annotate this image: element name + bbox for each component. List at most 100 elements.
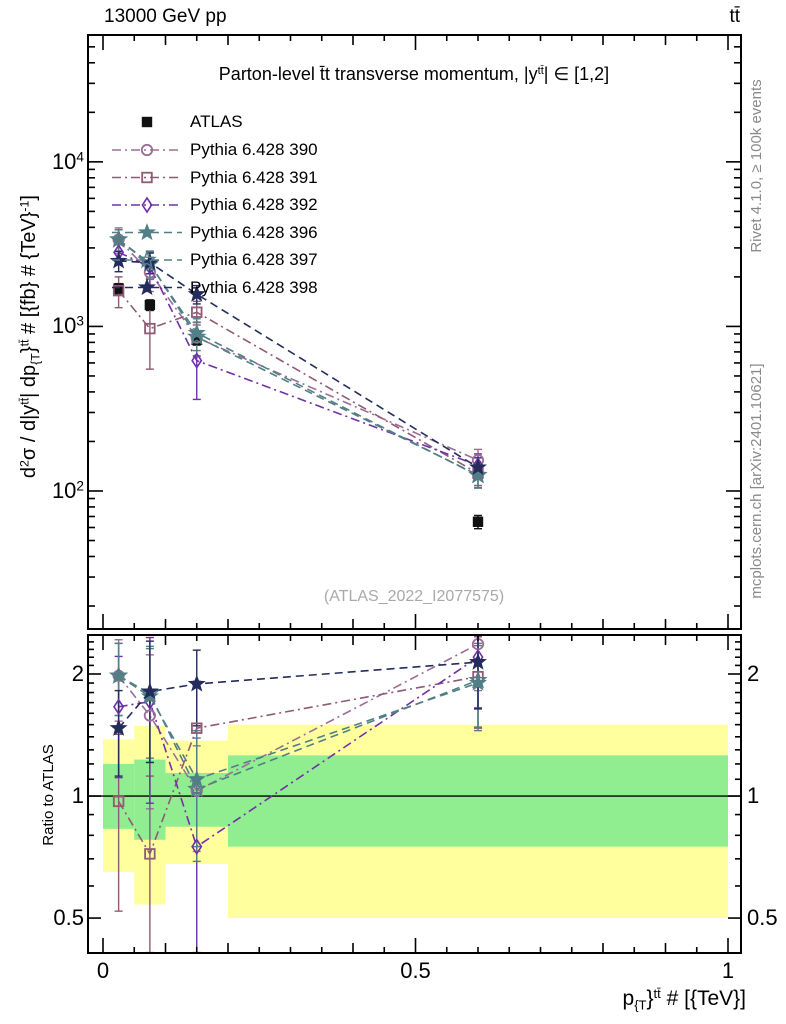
chart-shape bbox=[113, 283, 124, 294]
y-axis-tick-label: 104 bbox=[51, 148, 84, 174]
chart-shape bbox=[118, 661, 479, 729]
ratio-tick-label-right: 2 bbox=[747, 661, 760, 686]
chart-shape bbox=[109, 718, 128, 736]
chart-shape bbox=[140, 687, 159, 705]
chart-shape bbox=[108, 229, 129, 248]
chart-shape bbox=[138, 223, 156, 241]
label-fragment: -1 bbox=[17, 200, 32, 212]
label-fragment: ] bbox=[18, 195, 41, 201]
chart-shape bbox=[187, 778, 207, 798]
legend-item-label: Pythia 6.428 397 bbox=[190, 250, 318, 269]
chart-shape bbox=[141, 171, 153, 184]
chart-shape bbox=[117, 675, 479, 856]
label-fragment: {T bbox=[634, 997, 647, 1013]
chart-shape bbox=[187, 674, 206, 692]
mcplots-arxiv-note: mcplots.cern.ch [arXiv:2401.10621] bbox=[748, 363, 765, 599]
y-axis-tick-label: 102 bbox=[51, 477, 84, 503]
chart-shape bbox=[108, 229, 129, 248]
chart-shape bbox=[118, 675, 479, 781]
label-fragment: Parton-level t̄t transverse momentum, |y bbox=[218, 64, 538, 84]
ratio-tick-label-left: 1 bbox=[71, 783, 84, 809]
chart-shape bbox=[472, 516, 484, 527]
label-fragment: } bbox=[18, 346, 41, 354]
chart-shape bbox=[117, 643, 479, 792]
label-fragment: | dp bbox=[18, 364, 41, 398]
chart-shape bbox=[190, 784, 203, 797]
legend-item-label: Pythia 6.428 391 bbox=[190, 167, 318, 187]
chart-shape bbox=[141, 116, 153, 128]
analysis-id-watermark: (ATLAS_2022_I2077575) bbox=[323, 588, 505, 605]
chart-shape bbox=[109, 718, 128, 736]
exponent: 4 bbox=[76, 149, 84, 165]
chart-shape bbox=[468, 670, 488, 689]
chart-shape bbox=[112, 795, 125, 808]
label-fragment: {T bbox=[28, 353, 43, 365]
chart-shape bbox=[145, 302, 154, 370]
chart-shape bbox=[87, 34, 742, 630]
chart-shape bbox=[187, 323, 206, 341]
chart-shape bbox=[191, 722, 203, 734]
chart-shape bbox=[191, 838, 203, 856]
exponent: 3 bbox=[76, 313, 84, 329]
legend-item-label: Pythia 6.428 398 bbox=[190, 277, 318, 297]
label-fragment: tt̄ bbox=[17, 397, 32, 405]
chart-shape bbox=[138, 278, 156, 296]
chart-shape bbox=[468, 464, 488, 484]
chart-shape bbox=[140, 687, 159, 705]
chart-shape bbox=[191, 838, 203, 856]
chart-shape bbox=[112, 795, 125, 808]
chart-shape bbox=[187, 284, 206, 302]
chart-shape bbox=[191, 306, 203, 318]
chart-shape bbox=[87, 634, 742, 954]
label-fragment: d bbox=[18, 466, 41, 479]
chart-shape bbox=[144, 322, 156, 335]
chart-shape bbox=[144, 322, 156, 335]
chart-shape bbox=[137, 249, 157, 269]
chart-shape bbox=[141, 196, 153, 214]
chart-shape bbox=[191, 306, 203, 318]
x-axis-tick-label: 1 bbox=[721, 958, 735, 983]
label-fragment: } bbox=[646, 987, 654, 1011]
label-fragment: 2 bbox=[17, 460, 32, 467]
chart-shape bbox=[468, 670, 488, 689]
legend-item-label: Pythia 6.428 392 bbox=[190, 195, 318, 214]
chart-shape bbox=[190, 784, 203, 797]
chart-shape bbox=[118, 675, 479, 791]
chart-shape bbox=[469, 673, 487, 691]
chart-shape bbox=[468, 464, 488, 484]
chart-shape bbox=[108, 665, 129, 684]
chart-shape bbox=[469, 458, 487, 476]
ratio-tick-label-left: 2 bbox=[71, 661, 84, 686]
chart-shape bbox=[112, 284, 125, 297]
chart-shape bbox=[187, 326, 207, 346]
chart-shape bbox=[191, 722, 203, 734]
chart-shape bbox=[144, 299, 156, 311]
chart-shape bbox=[144, 848, 156, 860]
plot-title: Parton-level t̄t transverse momentum, |y… bbox=[114, 64, 714, 85]
chart-shape bbox=[113, 698, 125, 716]
label-fragment: σ / d|y bbox=[18, 404, 41, 461]
chart-shape bbox=[469, 458, 487, 476]
process-label: tt̄ bbox=[729, 6, 740, 27]
chart-shape bbox=[112, 284, 125, 297]
ratio-tick-label-right: 1 bbox=[747, 783, 760, 809]
x-axis-title: p{T}tt̄ # [{TeV}] bbox=[623, 986, 746, 1013]
beam-energy-label: 13000 GeV pp bbox=[104, 6, 227, 27]
label-fragment: | ∈ [1,2] bbox=[543, 64, 610, 84]
chart-shape bbox=[144, 848, 156, 860]
label-fragment: p bbox=[622, 987, 635, 1011]
ratio-tick-label-right: 0.5 bbox=[747, 905, 778, 931]
chart-shape bbox=[143, 709, 156, 722]
chart-shape bbox=[469, 652, 487, 670]
chart-shape bbox=[140, 143, 154, 157]
chart-shape bbox=[191, 352, 203, 370]
chart-shape bbox=[187, 284, 206, 302]
label-fragment: # [{TeV}] bbox=[660, 987, 746, 1011]
chart-shape bbox=[469, 652, 487, 670]
chart-shape bbox=[143, 709, 156, 722]
chart-shape bbox=[192, 649, 201, 727]
label-fragment: tt̄ bbox=[653, 986, 661, 1001]
x-axis-tick-label: 0.5 bbox=[400, 958, 431, 983]
